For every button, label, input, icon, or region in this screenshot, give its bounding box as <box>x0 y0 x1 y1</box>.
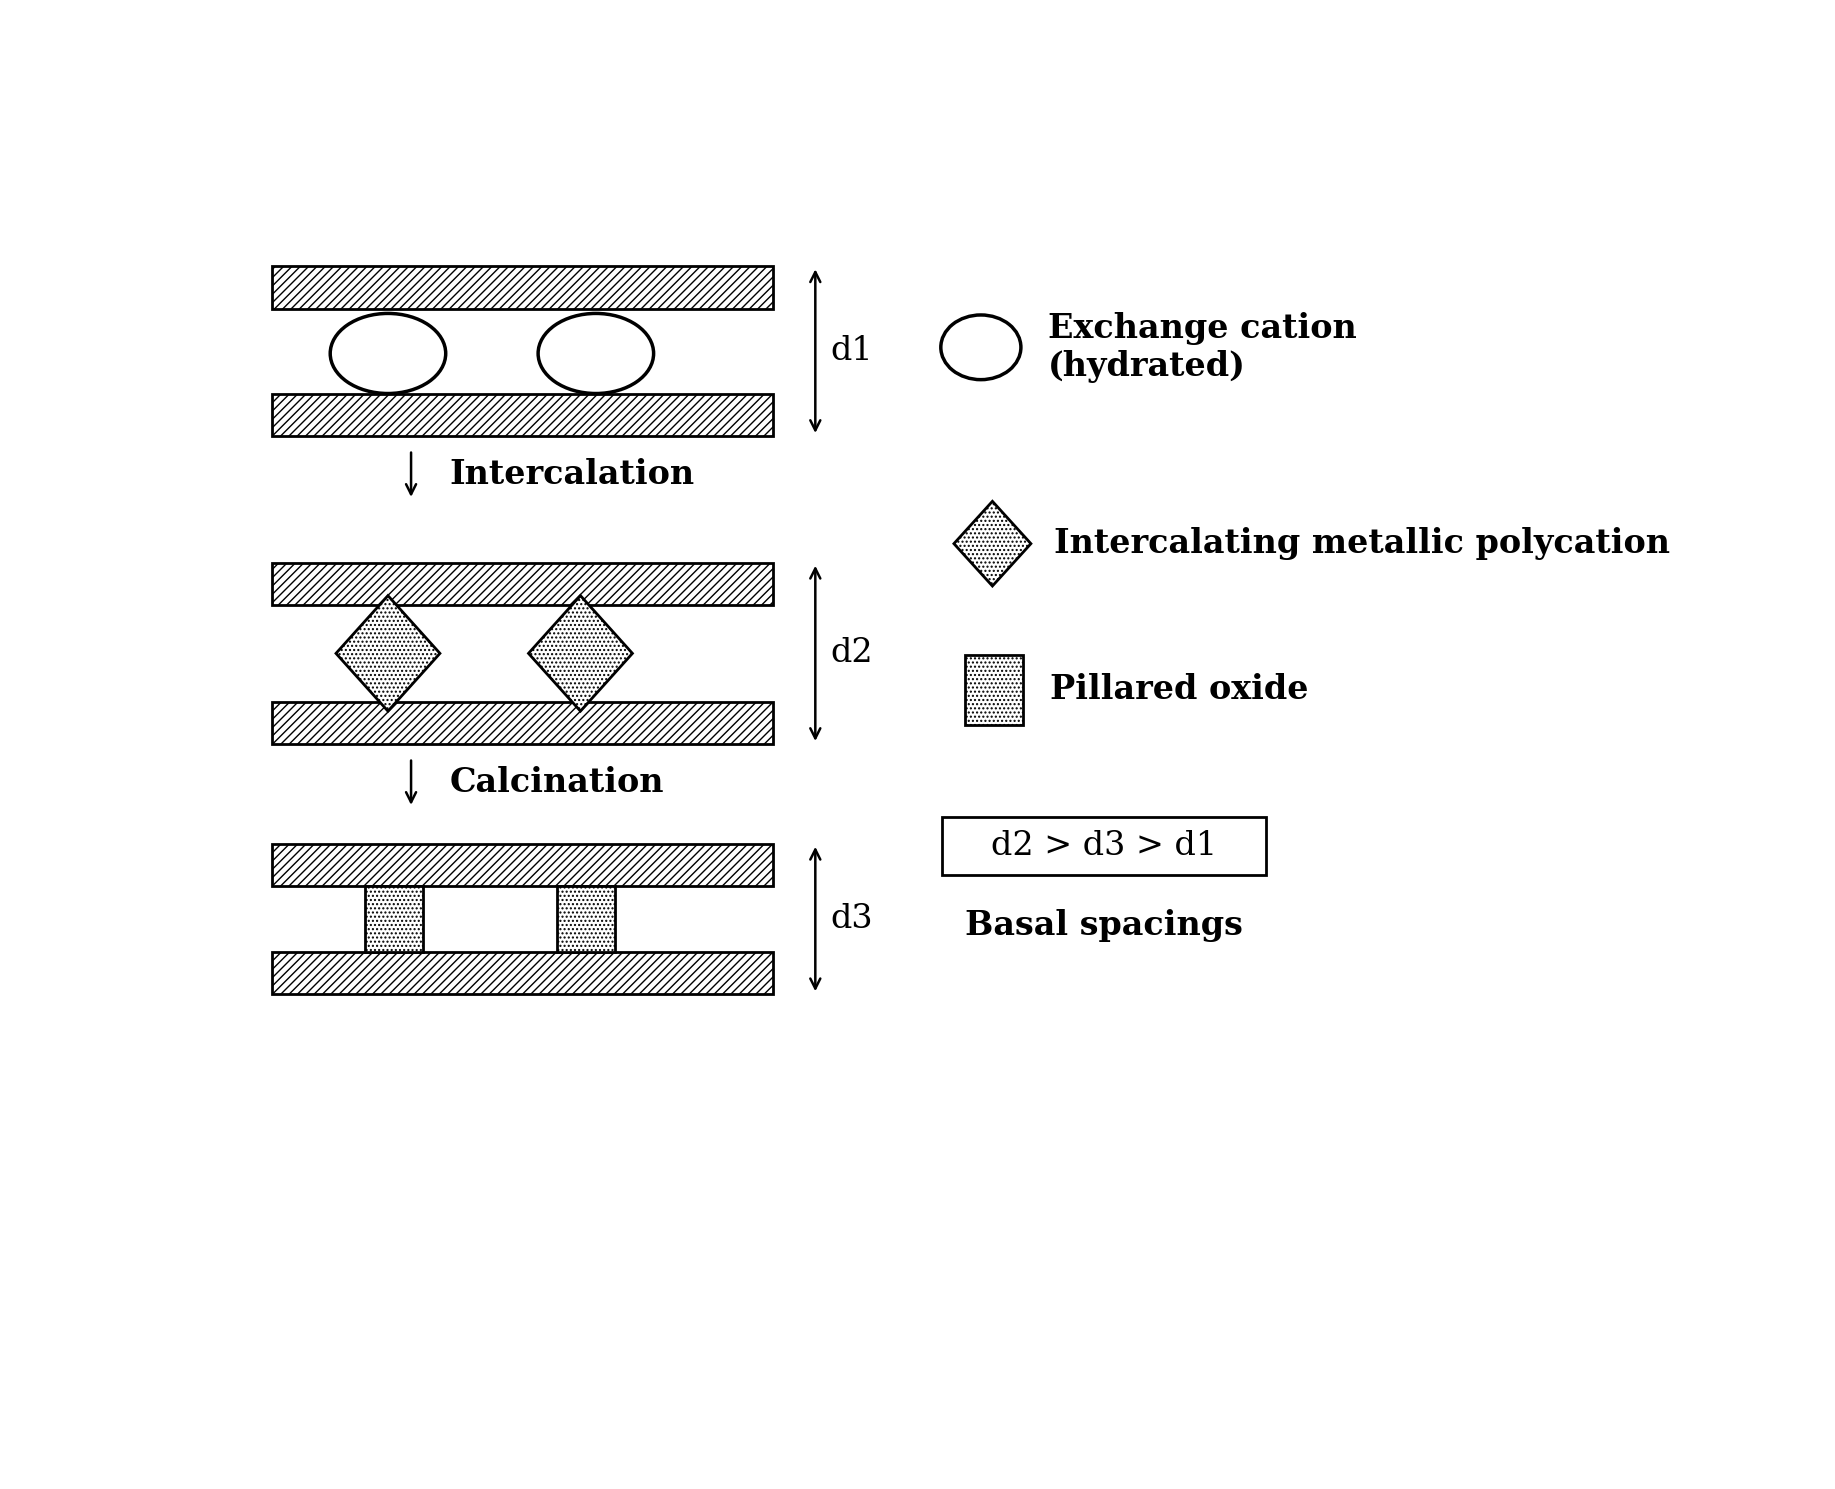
Bar <box>943 817 1266 874</box>
Ellipse shape <box>941 316 1020 380</box>
Ellipse shape <box>538 313 653 393</box>
Text: d2 > d3 > d1: d2 > d3 > d1 <box>991 829 1217 862</box>
Bar <box>272 701 773 744</box>
Bar <box>272 951 773 995</box>
Text: Intercalation: Intercalation <box>450 459 695 491</box>
Text: Intercalating metallic polycation: Intercalating metallic polycation <box>1053 527 1670 560</box>
Bar <box>558 886 615 951</box>
Bar <box>965 655 1024 725</box>
Text: d2: d2 <box>831 637 873 670</box>
Bar <box>272 844 773 886</box>
Bar <box>272 563 773 605</box>
Text: Calcination: Calcination <box>450 767 664 800</box>
Text: d3: d3 <box>831 902 873 935</box>
Polygon shape <box>336 596 440 712</box>
Text: Basal spacings: Basal spacings <box>965 910 1242 943</box>
Polygon shape <box>954 502 1031 587</box>
Text: Pillared oxide: Pillared oxide <box>1050 673 1308 706</box>
Ellipse shape <box>330 313 446 393</box>
Bar <box>365 886 422 951</box>
Text: Exchange cation
(hydrated): Exchange cation (hydrated) <box>1048 311 1356 383</box>
Bar <box>272 393 773 436</box>
Polygon shape <box>528 596 633 712</box>
Text: d1: d1 <box>831 335 873 368</box>
Bar <box>272 267 773 308</box>
